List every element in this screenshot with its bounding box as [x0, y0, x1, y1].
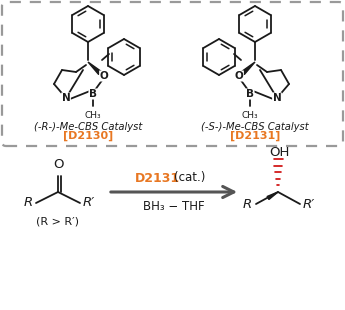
Text: CH₃: CH₃ — [85, 111, 101, 120]
Text: [D2130]: [D2130] — [63, 131, 113, 141]
Text: N: N — [273, 93, 282, 103]
Text: (R > R′): (R > R′) — [37, 217, 79, 227]
Text: (­S­)-Me-CBS Catalyst: (­S­)-Me-CBS Catalyst — [201, 122, 309, 132]
Text: O: O — [54, 158, 64, 171]
Text: D2131: D2131 — [135, 171, 179, 184]
Polygon shape — [267, 192, 278, 200]
Text: B: B — [246, 89, 254, 99]
Text: B: B — [89, 89, 97, 99]
Text: R′: R′ — [303, 197, 315, 210]
Text: R: R — [23, 197, 33, 210]
Text: (cat.): (cat.) — [174, 171, 206, 184]
Polygon shape — [241, 62, 255, 74]
Text: (­R­)-Me-CBS Catalyst: (­R­)-Me-CBS Catalyst — [34, 122, 142, 132]
Text: O: O — [235, 71, 243, 81]
Text: N: N — [62, 93, 70, 103]
Text: [D2131]: [D2131] — [230, 131, 280, 141]
Text: R′: R′ — [83, 197, 95, 210]
Text: O: O — [100, 71, 108, 81]
Text: CH₃: CH₃ — [242, 111, 258, 120]
Text: OH: OH — [269, 145, 289, 158]
Polygon shape — [88, 62, 101, 74]
Text: R: R — [243, 197, 252, 210]
Text: BH₃ − THF: BH₃ − THF — [143, 201, 205, 214]
